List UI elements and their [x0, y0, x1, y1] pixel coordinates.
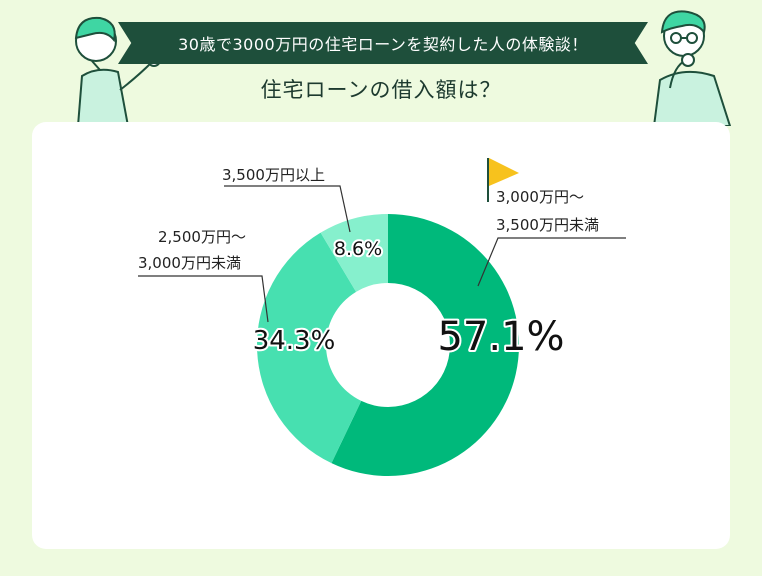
slice-3-label-line1: 3,500万円以上 — [222, 166, 325, 184]
person-thinking-icon — [652, 10, 732, 126]
donut-slice-2 — [257, 232, 362, 464]
slice-1-label-line1: 3,000万円〜 — [496, 188, 584, 206]
slice-2-label-line1: 2,500万円〜 — [158, 228, 246, 246]
banner-title: 30歳で3000万円の住宅ローンを契約した人の体験談！ — [118, 22, 648, 64]
slice-3-value-label: 8.6% — [334, 238, 382, 260]
slice-2-value-label: 34.3% — [253, 326, 336, 356]
leader-line-slice-2 — [138, 275, 269, 323]
leader-line-slice-1 — [477, 237, 626, 287]
flag-icon — [487, 158, 519, 202]
slice-1-label-line2: 3,500万円未満 — [496, 216, 599, 234]
donut-slice-1 — [331, 214, 520, 477]
leader-line-slice-3 — [224, 185, 351, 233]
donut-slice-3 — [320, 214, 388, 292]
chart-card — [32, 122, 730, 549]
slice-2-label-line2: 3,000万円未満 — [138, 254, 241, 272]
chart-subtitle: 住宅ローンの借入額は？ — [260, 78, 502, 102]
slice-1-value-label: 57.1% — [437, 314, 564, 360]
